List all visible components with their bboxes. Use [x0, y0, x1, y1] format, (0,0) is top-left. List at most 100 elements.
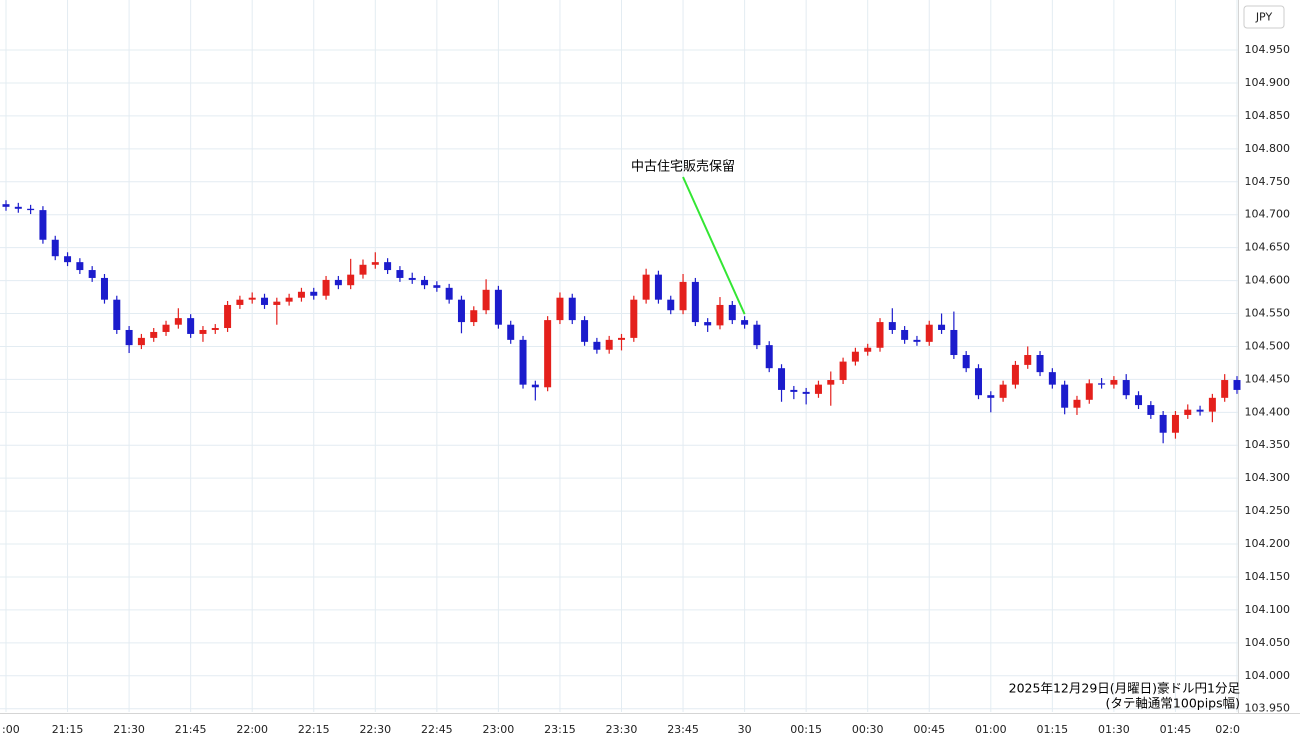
x-tick-label: 23:15	[544, 723, 576, 736]
candle-body	[962, 355, 970, 369]
candle-body	[1221, 380, 1229, 398]
candle-body	[285, 297, 293, 302]
candle-body	[618, 337, 625, 340]
candle-body	[1036, 355, 1044, 373]
candle-body	[27, 208, 35, 211]
candle-body	[642, 274, 650, 300]
candle-body	[790, 389, 798, 392]
y-tick-label: 104.100	[1245, 603, 1291, 616]
y-tick-label: 103.950	[1245, 702, 1291, 715]
candle-body	[1024, 355, 1032, 365]
y-tick-label: 104.600	[1245, 274, 1291, 287]
x-tick-label: 01:30	[1098, 723, 1130, 736]
candle-body	[494, 289, 502, 325]
candle-body	[1147, 405, 1155, 415]
y-tick-label: 104.650	[1245, 241, 1291, 254]
candle-body	[482, 289, 490, 311]
y-tick-label: 104.950	[1245, 43, 1291, 56]
candle-body	[273, 301, 281, 305]
x-tick-label: 00:15	[790, 723, 822, 736]
candle-body	[113, 299, 121, 330]
candle-body	[876, 322, 884, 348]
candle-body	[125, 329, 133, 346]
candle-body	[396, 270, 404, 278]
x-tick-label: 21:30	[113, 723, 145, 736]
candle-body	[1196, 409, 1204, 412]
candle-body	[1184, 409, 1192, 415]
y-tick-label: 104.000	[1245, 669, 1291, 682]
y-tick-label: 104.150	[1245, 570, 1291, 583]
candle-body	[199, 329, 207, 334]
candle-body	[14, 206, 22, 209]
candle-body	[261, 297, 269, 305]
candle-body	[519, 339, 527, 385]
y-tick-label: 104.500	[1245, 339, 1291, 352]
y-tick-label: 104.400	[1245, 405, 1291, 418]
candle-body	[1122, 380, 1130, 396]
candle-body	[605, 339, 613, 350]
y-tick-label: 104.750	[1245, 175, 1291, 188]
candle-body	[1048, 372, 1056, 385]
candle-body	[839, 361, 847, 381]
candle-body	[1110, 380, 1118, 385]
candle-body	[2, 204, 10, 207]
y-tick-label: 104.700	[1245, 208, 1291, 221]
candle-body	[654, 274, 662, 300]
candle-body	[310, 291, 318, 296]
candle-body	[753, 324, 761, 346]
candle-body	[384, 262, 392, 271]
currency-label: JPY	[1255, 11, 1273, 24]
currency-box	[1243, 5, 1285, 29]
candle-body	[408, 277, 416, 280]
candle-body	[925, 324, 933, 342]
candle-body	[568, 297, 576, 321]
candle-body	[1208, 397, 1216, 412]
candle-body	[211, 328, 219, 330]
candle-body	[556, 297, 564, 321]
y-tick-label: 104.300	[1245, 471, 1291, 484]
candle-body	[974, 368, 982, 396]
candle-body	[950, 329, 958, 356]
x-tick-label: 00:45	[913, 723, 945, 736]
y-tick-label: 104.550	[1245, 307, 1291, 320]
candle-body	[913, 339, 921, 342]
annotation-text: 中古住宅販売保留	[631, 159, 735, 175]
x-tick-label: 22:15	[298, 723, 330, 736]
caption: (タテ軸通常100pips幅)	[1106, 696, 1240, 711]
candle-body	[76, 262, 84, 271]
candle-body	[667, 299, 675, 311]
y-tick-label: 104.900	[1245, 76, 1291, 89]
candle-body	[224, 304, 232, 329]
candle-body	[470, 310, 478, 323]
x-tick-label: 01:00	[975, 723, 1007, 736]
candle-body	[1011, 364, 1019, 385]
candle-body	[1073, 399, 1081, 408]
candle-body	[297, 291, 305, 298]
x-tick-label: 22:30	[359, 723, 391, 736]
x-tick-label: 21:45	[175, 723, 207, 736]
candle-body	[544, 320, 552, 388]
x-tick-label: 02:0	[1215, 723, 1240, 736]
candle-body	[778, 368, 786, 390]
candle-body	[1061, 384, 1069, 408]
candle-body	[248, 297, 256, 300]
candle-body	[1085, 383, 1093, 400]
candle-body	[1159, 414, 1167, 433]
y-tick-label: 104.850	[1245, 109, 1291, 122]
candle-body	[728, 304, 736, 321]
candle-body	[137, 337, 145, 346]
candle-body	[507, 324, 515, 340]
candle-body	[1098, 383, 1106, 385]
x-tick-label: 22:45	[421, 723, 453, 736]
x-tick-label: :00	[2, 723, 20, 736]
candle-body	[741, 320, 749, 325]
y-tick-label: 104.450	[1245, 372, 1291, 385]
candle-body	[51, 239, 59, 257]
candle-body	[433, 285, 441, 288]
candle-body	[679, 281, 687, 311]
candle-body	[1135, 395, 1143, 406]
x-tick-label: 23:45	[667, 723, 699, 736]
